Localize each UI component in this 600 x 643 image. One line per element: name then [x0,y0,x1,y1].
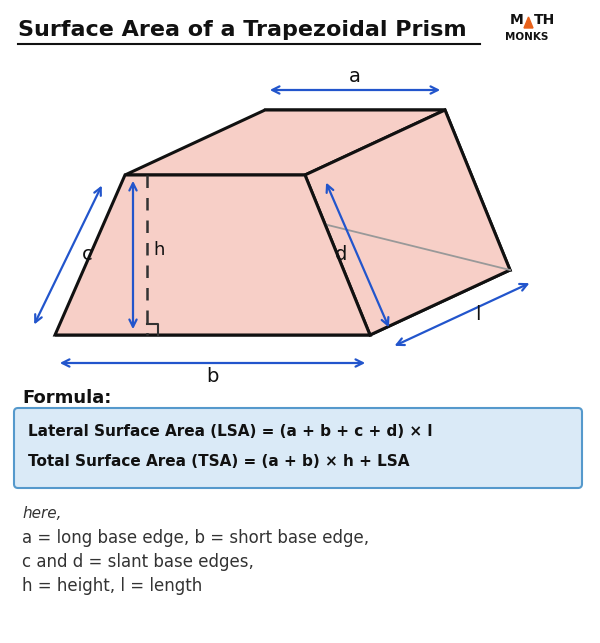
Text: c: c [82,246,92,264]
Text: h = height, l = length: h = height, l = length [22,577,202,595]
Polygon shape [125,110,445,175]
Text: a = long base edge, b = short base edge,: a = long base edge, b = short base edge, [22,529,369,547]
Polygon shape [55,175,370,335]
Polygon shape [195,110,510,270]
Polygon shape [524,17,533,28]
Text: b: b [206,368,218,386]
Text: Surface Area of a Trapezoidal Prism: Surface Area of a Trapezoidal Prism [18,20,467,40]
FancyBboxPatch shape [14,408,582,488]
Text: l: l [475,305,481,324]
Text: c and d = slant base edges,: c and d = slant base edges, [22,553,254,571]
Polygon shape [305,110,510,335]
Polygon shape [55,270,510,335]
Text: TH: TH [534,13,555,27]
Text: M: M [510,13,524,27]
Text: Formula:: Formula: [22,389,112,407]
Text: d: d [335,246,347,264]
Text: Lateral Surface Area (LSA) = (a + b + c + d) × l: Lateral Surface Area (LSA) = (a + b + c … [28,424,433,440]
Text: here,: here, [22,507,62,521]
Text: a: a [349,66,361,86]
Text: Total Surface Area (TSA) = (a + b) × h + LSA: Total Surface Area (TSA) = (a + b) × h +… [28,455,409,469]
Text: h: h [154,241,164,259]
Text: MONKS: MONKS [505,32,548,42]
